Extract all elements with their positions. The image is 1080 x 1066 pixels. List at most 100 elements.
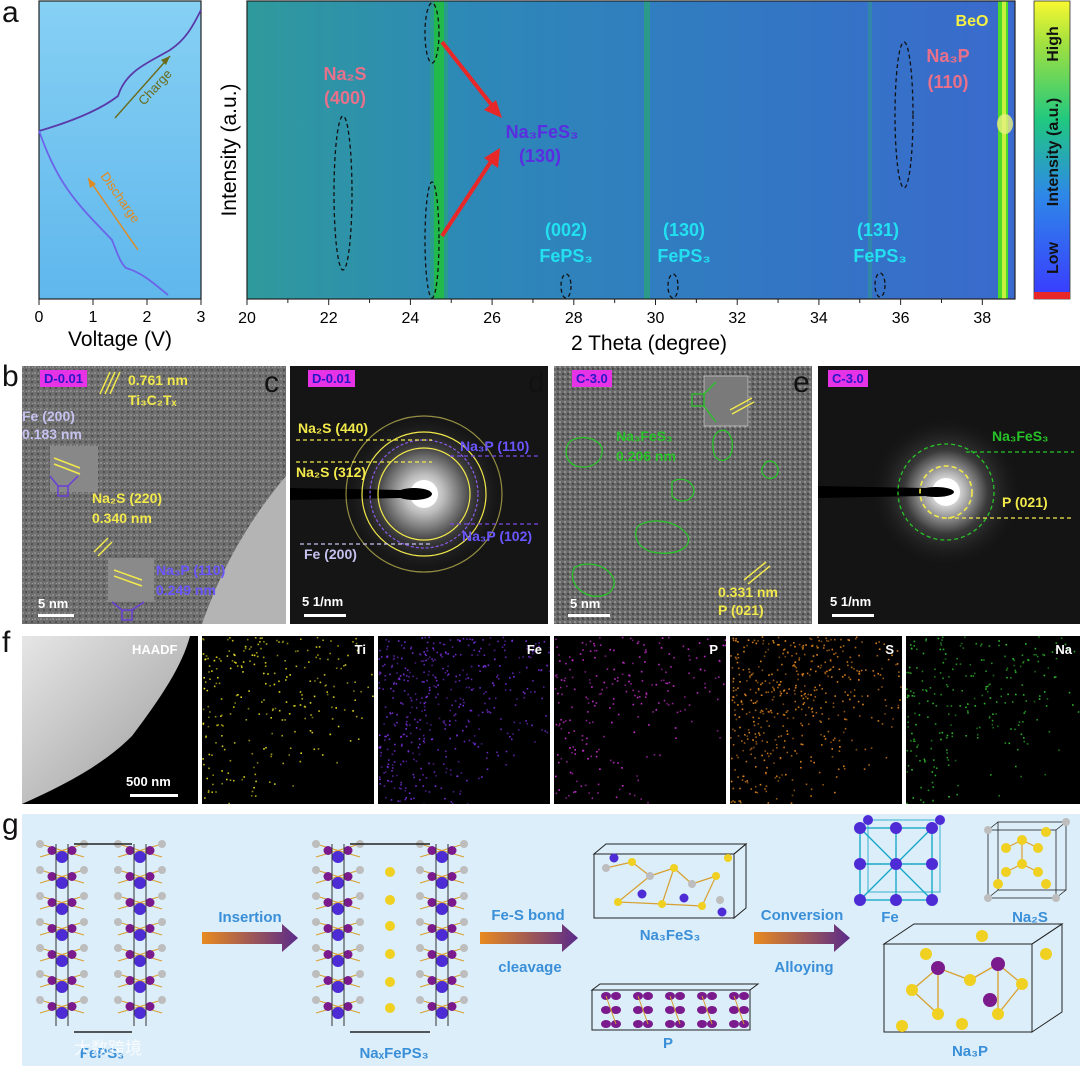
scheme-label-fe: Fe (881, 909, 899, 926)
eds-map-fe: Fe (378, 636, 550, 804)
scheme-label-p: P (663, 1035, 673, 1052)
colorbar-high: High (1045, 26, 1062, 62)
label-p-021-d: P (021) (718, 602, 764, 618)
scalebar-label-f: 500 nm (126, 774, 171, 789)
xrd-tick-label-6: 32 (728, 310, 746, 327)
scalebar-label-e: 5 1/nm (830, 594, 872, 609)
scheme-label-cleavage: cleavage (498, 959, 561, 976)
tag-e: C-3.0 (828, 370, 868, 387)
xrd-tick-label-2: 24 (402, 310, 420, 327)
charge-arrow (114, 55, 171, 119)
xrd-x-ticks: 20 22 24 26 28 30 32 34 36 38 (238, 299, 991, 327)
p-structure (590, 983, 760, 1031)
red-arrow-top (440, 40, 496, 110)
ellipse-na2s (333, 115, 353, 271)
label-feps3-002: FePS₃ (539, 246, 592, 266)
scalebar-label-b: 5 nm (38, 596, 69, 611)
xrd-tick-label-0: 20 (238, 310, 256, 327)
tag-b: D-0.01 (40, 370, 88, 387)
label-beo: BeO (956, 13, 989, 30)
fe-structure (854, 815, 945, 906)
voltage-plot-area (38, 0, 202, 300)
label-na2s-220: Na₂S (220) (92, 490, 163, 506)
eds-label-p: P (709, 642, 718, 657)
label-na3fes3: Na₃FeS₃ (506, 122, 579, 142)
label-ti3c2tx-spacing: 0.761 nm (128, 372, 188, 388)
xrd-tick-label-9: 38 (973, 310, 991, 327)
scheme-label-na3fes3: Na₃FeS₃ (640, 927, 701, 944)
voltage-tick-1: 1 (89, 309, 98, 326)
label-p-021-e: P (021) (1002, 494, 1048, 510)
tag-c: D-0.01 (308, 370, 356, 387)
label-fe-200: Fe (200) (22, 408, 75, 424)
xrd-contour-plot: Na₂S (400) Na₃FeS₃ (130) BeO Na₃P (110) … (218, 0, 1071, 355)
red-arrow-bottom (440, 158, 494, 238)
voltage-profile-plot: Charge Discharge 0 1 2 3 Voltage (V) (35, 0, 206, 351)
panel-label-f: f (2, 626, 11, 659)
eds-label-s: S (885, 642, 894, 657)
arrow-conversion (754, 924, 850, 952)
na2s-structure (984, 818, 1070, 902)
scheme-label-na3p: Na₃P (952, 1043, 988, 1060)
label-ti3c2tx: Ti₃C₂Tₓ (128, 392, 177, 408)
scheme-label-insertion: Insertion (218, 909, 281, 926)
label-feps3-002-plane: (002) (545, 220, 587, 240)
eds-label-fe: Fe (526, 642, 542, 657)
colorbar-middle: Intensity (a.u.) (1045, 98, 1062, 206)
label-na3p-110-c: Na₃P (110) (460, 438, 530, 454)
panel-label-c: c (264, 366, 279, 399)
scheme-label-alloying: Alloying (774, 959, 833, 976)
voltage-tick-2: 2 (143, 309, 152, 326)
saed-image-e: C-3.0 Na₃FeS₃ P (021) 5 1/nm (818, 366, 1080, 624)
ellipse-feps3-002 (560, 273, 572, 299)
xrd-tick-label-7: 34 (810, 310, 828, 327)
xrd-plot-area (247, 1, 1015, 299)
voltage-axis-label: Voltage (V) (68, 328, 172, 351)
scalebar-b (38, 614, 74, 617)
label-na2s: Na₂S (323, 64, 366, 84)
eds-map-p: P (554, 636, 726, 804)
watermark: 大数跨境 (74, 1039, 142, 1059)
panel-label-e: e (793, 366, 810, 399)
label-feps3-130-plane: (130) (663, 220, 705, 240)
label-na3fes3-plane: (130) (519, 146, 561, 166)
ellipse-na3fes3-bottom (424, 181, 440, 299)
label-na2s-312: Na₂S (312) (296, 464, 367, 480)
xrd-x-axis-label: 2 Theta (degree) (571, 332, 727, 355)
na3p-structure (882, 923, 1064, 1033)
label-na3fes3-spacing: 0.206 nm (616, 448, 676, 464)
label-na2s-spacing: 0.340 nm (92, 510, 152, 526)
xrd-tick-label-1: 22 (320, 310, 338, 327)
label-na3p: Na₃P (926, 46, 969, 66)
scalebar-d (568, 614, 610, 617)
ellipse-feps3-131 (874, 272, 886, 298)
scheme-label-na2s: Na₂S (1012, 909, 1048, 926)
eds-label-ti: Ti (354, 642, 366, 657)
hrtem-image-b: D-0.01 0.761 nm Ti₃C₂Tₓ Fe (200) 0.183 n… (22, 366, 286, 624)
eds-map-ti: Ti (202, 636, 374, 804)
ellipse-na3p (894, 41, 914, 189)
scalebar-c (304, 614, 346, 617)
eds-label-haadf: HAADF (132, 642, 178, 657)
voltage-tick-0: 0 (35, 309, 44, 326)
green-band-35 (868, 1, 872, 299)
scalebar-label-d: 5 nm (570, 596, 601, 611)
eds-label-na: Na (1055, 642, 1072, 657)
xrd-tick-label-4: 28 (565, 310, 583, 327)
charge-curve (38, 9, 202, 132)
discharge-curve (38, 130, 169, 296)
hrtem-image-d: C-3.0 Na₃FeS₃ 0.206 nm 0.331 nm P (021) … (554, 366, 812, 624)
green-band-24-6 (434, 1, 444, 299)
saed-image-c: D-0.01 Na₂S (440) Na₂S (312) Na₃P (110) … (290, 366, 548, 624)
voltage-x-ticks (38, 299, 202, 305)
scheme-label-conversion: Conversion (761, 907, 844, 924)
discharge-arrow (87, 177, 139, 251)
scheme-label-feps3: FePS₃ (80, 1045, 125, 1062)
na3fes3-structure (592, 842, 748, 920)
scalebar-f (130, 794, 178, 797)
panel-label-b: b (2, 360, 19, 393)
panel-label-d: d (528, 366, 545, 399)
label-p-spacing: 0.331 nm (718, 584, 778, 600)
panel-label-g: g (2, 808, 19, 841)
eds-map-na: Na (906, 636, 1080, 804)
